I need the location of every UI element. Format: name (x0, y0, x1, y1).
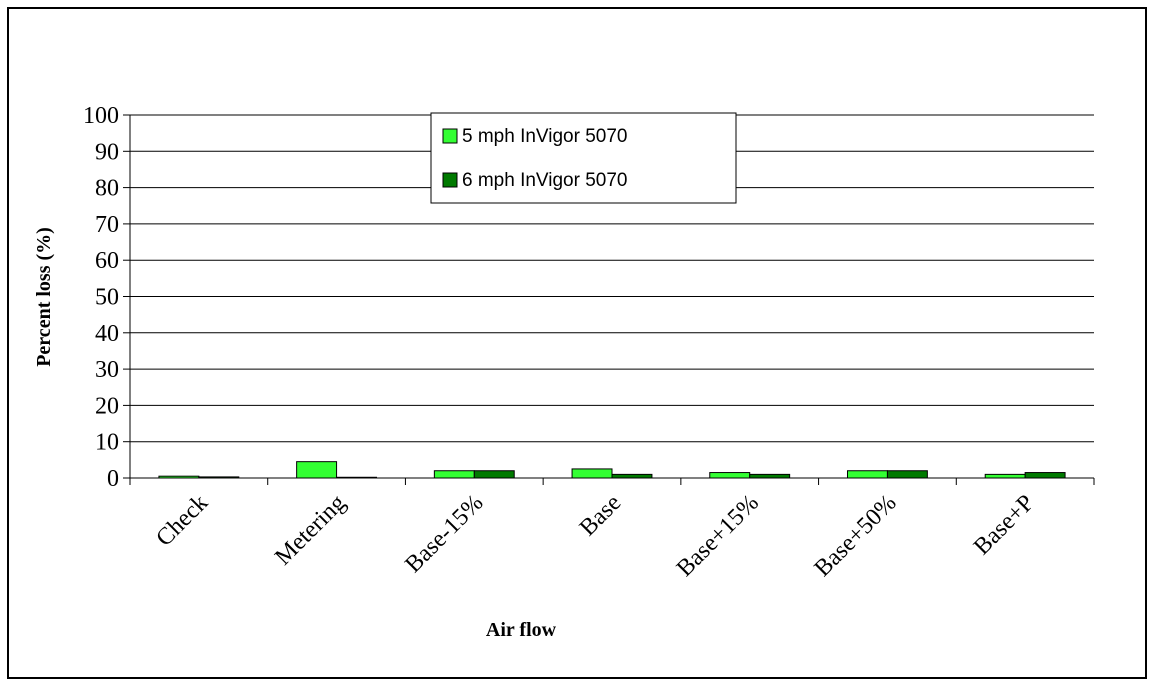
bar-5mph-base-15- (433, 470, 475, 479)
y-tick-label: 80 (95, 176, 119, 202)
x-tick-label: Base+50% (810, 490, 902, 582)
y-tick-label: 50 (95, 285, 119, 311)
bar-6mph-base-50- (886, 470, 928, 479)
x-tick-label: Metering (270, 490, 351, 571)
legend-swatch-5mph (442, 128, 458, 144)
y-tick-label: 10 (95, 430, 119, 456)
legend: 5 mph InVigor 5070 6 mph InVigor 5070 (430, 112, 737, 204)
bar-5mph-base-50- (846, 470, 888, 479)
bar-5mph-check (158, 475, 200, 479)
x-tick-label: Base-15% (400, 490, 488, 578)
bar-6mph-base-15- (749, 473, 791, 479)
y-tick-label: 20 (95, 393, 119, 419)
bar-6mph-base-15- (473, 470, 515, 479)
y-tick-label: 70 (95, 212, 119, 238)
bar-5mph-base (571, 468, 613, 479)
bar-5mph-metering (296, 461, 338, 479)
x-axis-title: Air flow (486, 619, 557, 641)
legend-swatch-6mph (442, 172, 458, 188)
x-tick-label: Base+P (969, 490, 1039, 560)
bar-6mph-check (198, 476, 240, 479)
bar-5mph-base-p (984, 473, 1026, 479)
y-tick-label: 60 (95, 248, 119, 274)
bar-6mph-base-p (1024, 472, 1066, 479)
legend-label-6mph: 6 mph InVigor 5070 (462, 170, 628, 191)
legend-label-5mph: 5 mph InVigor 5070 (462, 126, 628, 147)
x-tick-label: Base+15% (672, 490, 764, 582)
bar-5mph-base-15- (709, 472, 751, 479)
y-axis-title: Percent loss (%) (33, 227, 55, 367)
y-tick-label: 100 (83, 103, 119, 129)
y-tick-label: 30 (95, 357, 119, 383)
y-tick-label: 90 (95, 139, 119, 165)
y-tick-label: 0 (107, 466, 119, 492)
y-tick-label: 40 (95, 321, 119, 347)
x-tick-label: Base (575, 490, 626, 541)
bar-6mph-base (611, 473, 653, 479)
bar-6mph-metering (336, 476, 378, 479)
x-tick-label: Check (151, 490, 213, 552)
bars (158, 461, 1066, 479)
legend-box (430, 112, 737, 204)
